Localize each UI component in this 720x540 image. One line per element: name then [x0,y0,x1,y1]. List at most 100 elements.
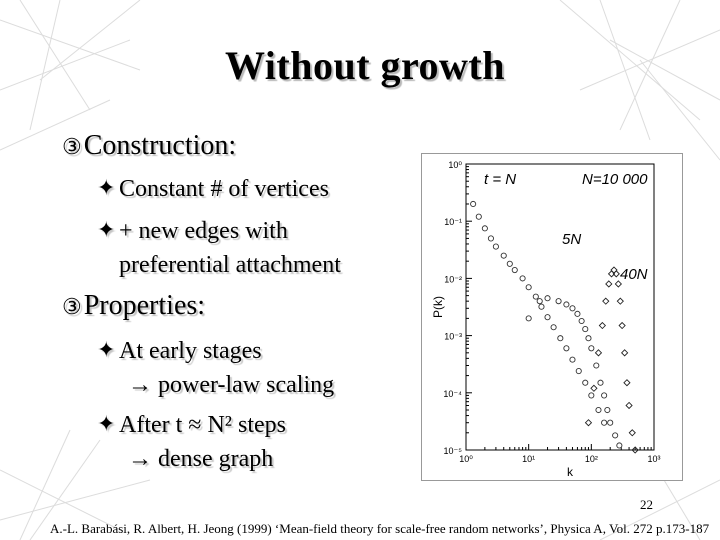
data-point-40N [605,280,613,288]
annotation-t-equals-n: t = N [484,171,516,188]
data-point-t=N [470,200,477,208]
data-point-t=N [525,284,532,291]
data-point-5N [525,315,532,322]
section-construction: ③Construction: [62,130,236,162]
data-point-t=N [563,345,570,352]
y-tick-label: 10⁻⁴ [443,389,462,399]
data-point-t=N [544,314,551,321]
list-item: ✦ Constant # of vertices [97,172,329,206]
y-tick-label: 10⁻³ [444,332,462,342]
data-point-40N [614,280,623,288]
data-point-5N [544,295,551,302]
data-point-5N [604,406,611,414]
data-point-t=N [506,260,513,267]
data-point-t=N [601,419,608,426]
data-point-40N [602,297,610,305]
degree-distribution-plot: 10⁰ 10⁻¹ 10⁻² 10⁻³ 10⁻⁴ 10⁻⁵ 10⁰ 10¹ 10² 10³ k P(k)… [421,153,683,481]
data-point-5N [588,345,595,352]
x-tick-label: 10⁰ [459,454,473,464]
data-point-t=N [519,275,526,282]
data-point-5N [585,335,592,342]
data-point-5N [563,301,570,308]
data-point-5N [574,310,581,317]
slide-title: Without growth [224,43,505,88]
data-point-40N [628,429,636,437]
data-point-t=N [557,335,564,342]
data-point-t=N [595,406,602,414]
data-point-t=N [481,225,488,232]
section-label: Properties: [83,290,206,321]
list-item-text: At early stages [119,338,262,364]
y-tick-label: 10⁻² [444,274,462,284]
data-point-40N [625,401,633,410]
data-point-t=N [500,252,507,259]
data-point-t=N [588,392,595,399]
plot-area [465,163,655,451]
x-tick-label: 10² [585,454,598,464]
page-number: 22 [640,497,653,512]
list-item-text: + new edges with [119,218,288,244]
data-point-40N [612,270,620,278]
data-point-5N [569,305,576,312]
data-point-t=N [487,235,494,242]
data-point-40N [618,321,626,330]
data-point-t=N [575,368,582,375]
list-item-continuation: preferential attachment [119,252,341,278]
numbered-bullet-icon: ③ [62,134,82,159]
data-point-t=N [532,293,539,300]
annotation-5n: 5N [562,231,581,248]
list-item: ✦ + new edges with [97,214,288,248]
bullet-icon: ✦ [97,412,116,437]
list-item-text: After t ≈ N² steps [119,412,287,438]
data-point-40N [584,419,593,427]
data-point-t=N [475,213,482,220]
data-point-t=N [569,356,576,363]
y-tick-label: 10⁰ [448,160,462,170]
data-point-5N [582,326,589,333]
bullet-icon: ✦ [97,338,116,363]
numbered-bullet-icon: ③ [62,294,82,319]
annotation-40n: 40N [620,266,648,283]
data-point-t=N [550,324,557,331]
bullet-icon: ✦ [97,218,116,243]
annotation-n-value: N=10 000 [582,171,648,188]
list-item: ✦ After t ≈ N² steps [97,408,287,442]
data-point-40N [621,349,629,357]
data-point-t=N [582,379,589,386]
data-point-40N [616,297,624,305]
data-point-5N [555,298,562,305]
section-label: Construction: [83,130,237,161]
data-point-5N [597,379,604,386]
data-point-5N [616,442,623,449]
y-tick-label: 10⁻¹ [444,217,462,227]
data-point-5N [578,317,585,325]
data-point-5N [601,392,608,399]
section-properties: ③Properties: [62,290,205,322]
data-point-40N [590,384,598,392]
x-tick-label: 10¹ [522,454,535,464]
data-point-5N [607,419,614,426]
bullet-icon: ✦ [97,176,116,201]
data-point-40N [623,379,631,387]
citation: A.-L. Barabási, R. Albert, H. Jeong (199… [50,521,710,536]
list-item: ✦ At early stages [97,334,262,368]
data-point-t=N [492,243,499,250]
data-point-40N [598,321,607,330]
data-point-40N [610,266,618,274]
data-point-5N [536,298,543,305]
x-axis-label: k [567,465,574,479]
y-tick-label: 10⁻⁵ [444,446,463,456]
data-point-40N [594,349,603,357]
data-point-5N [612,432,619,439]
data-point-5N [593,362,600,369]
data-point-40N [631,446,639,454]
list-item-continuation: → dense graph [128,446,274,472]
data-point-t=N [511,266,518,274]
list-item-continuation: → power-law scaling [128,372,335,398]
data-point-t=N [538,303,545,310]
x-tick-label: 10³ [647,454,660,464]
list-item-text: Constant # of vertices [119,176,329,202]
y-axis-label: P(k) [431,296,445,318]
